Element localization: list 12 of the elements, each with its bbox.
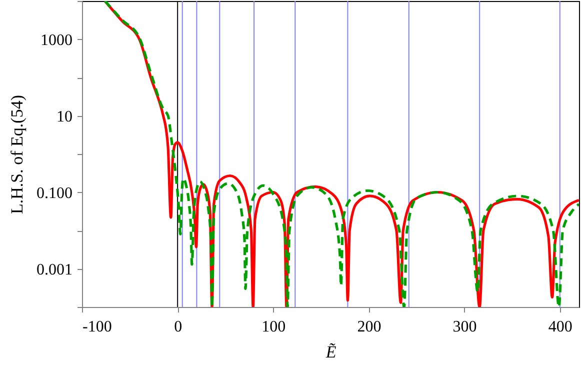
- x-axis-title: Ẽ: [324, 342, 337, 362]
- y-axis-title: L.H.S. of Eq.(54): [8, 95, 26, 214]
- y-tick-label: 10: [56, 108, 72, 126]
- y-tick-label: 0.001: [36, 261, 72, 278]
- x-tick-label: 100: [262, 318, 286, 336]
- y-tick-label: 1000: [40, 32, 72, 49]
- x-tick-label: 300: [452, 318, 477, 336]
- x-tick-label: 400: [548, 318, 572, 336]
- x-tick-label: 200: [357, 318, 382, 336]
- y-tick-label: 0.100: [36, 184, 72, 202]
- x-tick-label: -100: [82, 318, 112, 336]
- x-tick-label: 0: [174, 318, 182, 336]
